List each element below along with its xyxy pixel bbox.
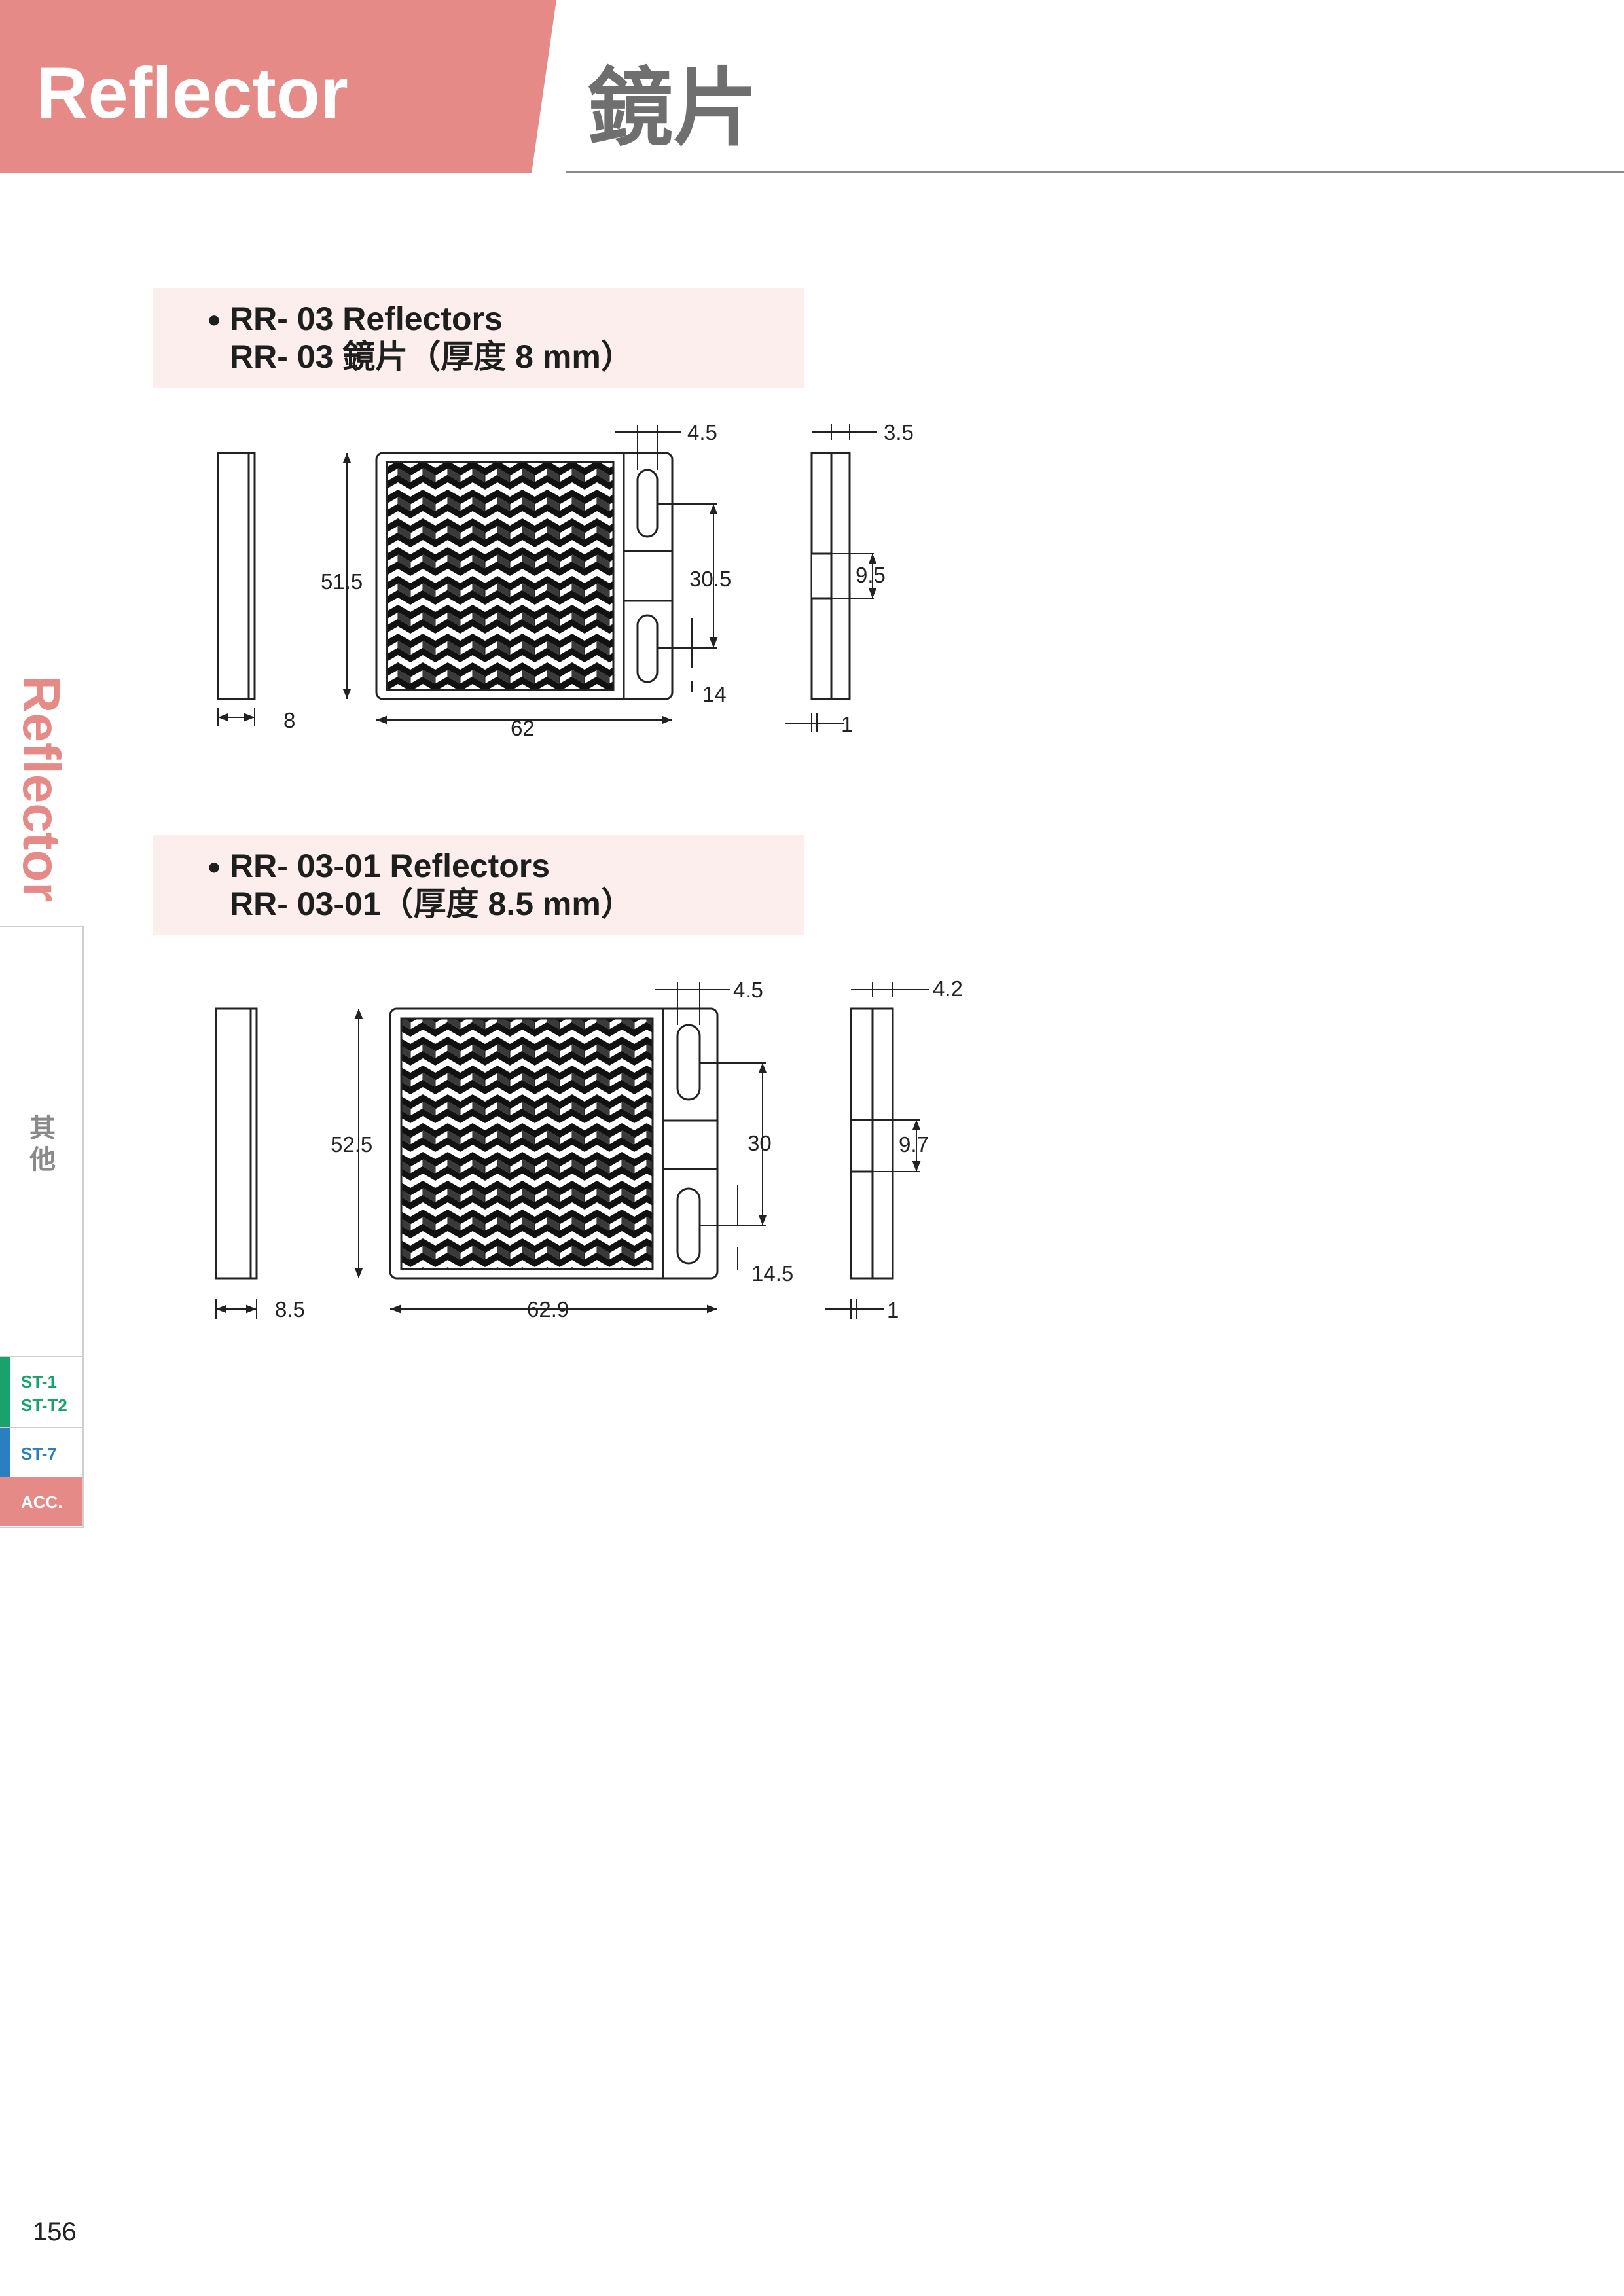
sidebar-other-label: 其他 <box>29 1113 56 1175</box>
rr03-edge-view <box>785 424 877 732</box>
tab-label: ST-7 <box>21 1444 57 1463</box>
tab-label: ACC. <box>21 1492 63 1512</box>
section-title-rr0301: • RR- 03-01 Reflectors RR- 03-01（厚度 8.5 … <box>153 835 804 935</box>
sidebar-divider <box>82 926 84 1528</box>
dim-lip: 1 <box>887 1298 899 1322</box>
rr0301-edge-view <box>825 982 929 1319</box>
tab-color-bar <box>0 1357 10 1427</box>
rr03-side-view <box>217 452 256 726</box>
section-title-line2: RR- 03 鏡片（厚度 8 mm） <box>230 338 634 375</box>
bullet-icon: • <box>205 852 224 886</box>
dim-edge-thickness: 4.2 <box>933 977 963 1001</box>
tab-label: ST-T2 <box>21 1395 67 1415</box>
tab-label: ST-1 <box>21 1372 57 1391</box>
dim-slot-offset: 14.5 <box>751 1261 793 1285</box>
sidebar-divider <box>0 926 84 927</box>
section-title-line2: RR- 03-01（厚度 8.5 mm） <box>230 886 634 922</box>
dim-slot-width: 4.5 <box>733 978 763 1002</box>
tab-acc[interactable]: ACC. <box>0 1477 82 1526</box>
section-title-line1: RR- 03-01 Reflectors <box>230 848 550 884</box>
dim-notch: 9.5 <box>856 563 886 587</box>
header-title-en: Reflector <box>36 53 348 134</box>
dim-width: 62.9 <box>527 1297 569 1321</box>
section-title-rr03: • RR- 03 Reflectors RR- 03 鏡片（厚度 8 mm） <box>153 288 804 388</box>
dim-slot-pitch: 30.5 <box>689 567 731 591</box>
dim-side-width: 8 <box>283 708 295 732</box>
dim-notch: 9.7 <box>899 1132 929 1157</box>
dim-slot-offset: 14 <box>702 682 727 706</box>
tab-st7[interactable]: ST-7 <box>0 1427 82 1477</box>
section-title-line1: RR- 03 Reflectors <box>230 300 503 337</box>
dim-height: 52.5 <box>331 1132 372 1157</box>
dim-side-width: 8.5 <box>275 1297 305 1321</box>
rr0301-side-view <box>215 1007 258 1319</box>
sidebar-divider <box>0 1527 84 1528</box>
dim-slot-width: 4.5 <box>687 420 717 444</box>
dim-width: 62 <box>511 716 535 740</box>
page-number: 156 <box>33 2217 77 2246</box>
sidebar-vertical-label: Reflector <box>12 675 71 903</box>
dim-slot-pitch: 30 <box>748 1131 772 1155</box>
bullet-icon: • <box>205 305 224 338</box>
tab-color-bar <box>0 1428 10 1477</box>
dim-lip: 1 <box>841 712 853 736</box>
header-divider <box>566 171 1624 173</box>
tab-st1[interactable]: ST-1 ST-T2 <box>0 1356 82 1427</box>
dim-edge-thickness: 3.5 <box>884 420 914 444</box>
header-banner <box>0 0 556 173</box>
rr0301-front-view <box>354 982 767 1314</box>
dim-height: 51.5 <box>321 569 363 594</box>
header-title-zh: 鏡片 <box>588 58 759 158</box>
rr03-front-view <box>342 425 718 725</box>
